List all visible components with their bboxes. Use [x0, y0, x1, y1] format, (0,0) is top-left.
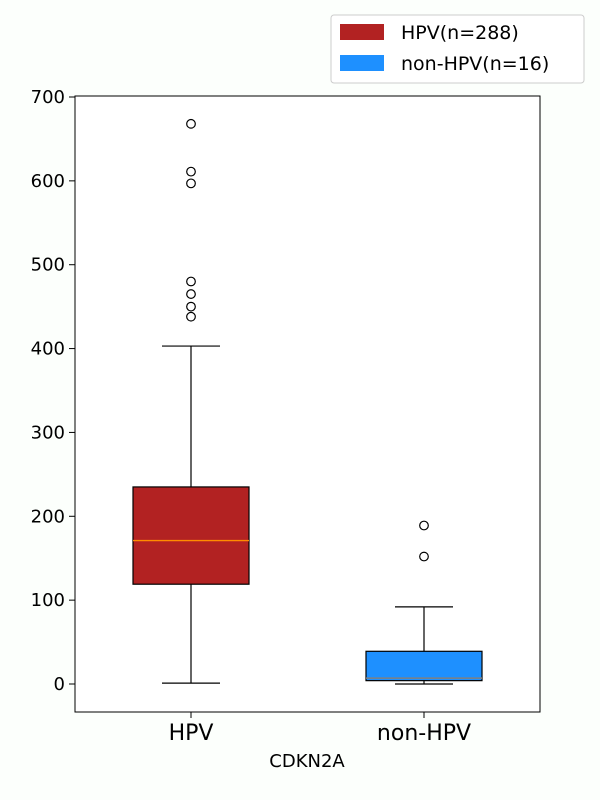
plot-area	[75, 96, 540, 712]
legend: HPV(n=288) non-HPV(n=16)	[330, 14, 585, 84]
y-tick-label-700: 700	[31, 87, 65, 108]
outlier-hpv-6	[186, 166, 196, 177]
y-tick-label-500: 500	[31, 255, 65, 276]
legend-swatch-non-hpv	[340, 55, 384, 71]
box-non-hpv	[365, 520, 483, 685]
outlier-hpv-2	[186, 301, 196, 312]
legend-frame	[330, 14, 585, 84]
y-tick-label-400: 400	[31, 339, 65, 360]
y-tick-label-600: 600	[31, 171, 65, 192]
legend-swatch-hpv	[340, 24, 384, 40]
x-tick-label-hpv: HPV	[169, 721, 214, 746]
x-tick-label-non-hpv: non-HPV	[377, 721, 471, 746]
box-hpv	[132, 118, 250, 684]
x-axis-title: CDKN2A	[269, 751, 345, 772]
y-tick-label-200: 200	[31, 506, 65, 527]
outlier-hpv-1	[186, 311, 196, 322]
iqr-box-hpv	[132, 486, 250, 585]
iqr-box-non-hpv	[365, 650, 483, 682]
legend-label-non-hpv: non-HPV(n=16)	[401, 53, 549, 75]
y-tick-label-300: 300	[31, 422, 65, 443]
outlier-non-hpv-1	[419, 551, 429, 562]
outlier-hpv-3	[186, 289, 196, 299]
plot-frame	[74, 95, 541, 713]
outlier-hpv-5	[186, 178, 196, 189]
outlier-hpv-4	[186, 276, 196, 287]
y-tick-label-0: 0	[54, 674, 65, 695]
outlier-hpv-7	[186, 118, 196, 129]
outlier-non-hpv-2	[419, 520, 429, 531]
y-tick-label-100: 100	[31, 590, 65, 611]
legend-label-hpv: HPV(n=288)	[401, 22, 519, 44]
